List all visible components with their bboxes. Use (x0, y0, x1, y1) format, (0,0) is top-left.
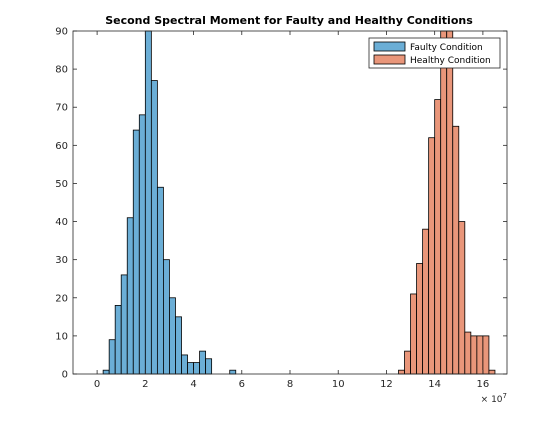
histogram-bar-faulty-12 (175, 316, 182, 375)
histogram-bar-faulty-13 (181, 354, 188, 375)
x-tick-label: 6 (239, 379, 245, 390)
y-tick-label: 90 (55, 27, 68, 38)
histogram-bar-faulty-15 (193, 362, 200, 375)
histogram-bar-faulty-6 (138, 114, 146, 375)
histogram-bar-faulty-0 (102, 369, 110, 375)
histogram-bar-healthy-7 (440, 30, 448, 375)
y-tick-label: 10 (55, 331, 68, 342)
legend-swatch (373, 54, 406, 65)
chart-title: Second Spectral Moment for Faulty and He… (105, 14, 473, 27)
histogram-bar-faulty-3 (120, 274, 128, 375)
histogram-bar-healthy-9 (452, 125, 460, 375)
x-tick-label: 4 (190, 379, 196, 390)
y-tick-label: 70 (55, 103, 68, 114)
legend: Faulty Condition Healthy Condition (368, 37, 501, 69)
histogram-bar-faulty-11 (169, 297, 176, 375)
histogram-bar-faulty-7 (144, 30, 152, 375)
histogram-bar-faulty-9 (156, 186, 164, 375)
legend-label: Healthy Condition (410, 56, 491, 66)
x-exponent-base: × 10 (481, 395, 503, 405)
y-tick-label: 20 (55, 293, 68, 304)
histogram-bar-healthy-6 (434, 99, 442, 375)
y-tick-label: 0 (62, 370, 68, 381)
y-tick-label: 60 (55, 141, 68, 152)
histogram-bar-faulty-8 (150, 80, 158, 375)
y-tick-label: 30 (55, 255, 68, 266)
x-exponent-power: 7 (503, 392, 507, 400)
x-tick-label: 12 (380, 379, 393, 390)
y-tick-label: 40 (55, 217, 68, 228)
x-tick-label: 14 (428, 379, 441, 390)
histogram-bar-healthy-10 (458, 221, 466, 375)
histogram-bar-faulty-1 (108, 339, 116, 375)
x-exponent-label: × 107 (481, 392, 507, 405)
x-tick-label: 10 (332, 379, 345, 390)
histogram-bar-healthy-12 (470, 335, 478, 375)
histogram-bar-faulty-21 (229, 369, 237, 375)
histogram-bar-healthy-0 (398, 369, 405, 375)
axes-layer: 0 2 4 6 8 10 12 14 16 0 10 20 30 40 50 60 70 80 90 (55, 27, 508, 390)
y-tick-label: 80 (55, 65, 68, 76)
histogram-bar-healthy-3 (416, 263, 424, 375)
histogram-bar-healthy-1 (404, 350, 411, 375)
histogram-bar-faulty-2 (114, 304, 122, 375)
histogram-bar-healthy-11 (464, 331, 472, 375)
x-tick-label: 0 (94, 379, 100, 390)
histogram-bar-healthy-13 (476, 335, 484, 375)
legend-swatch (373, 41, 406, 52)
y-tick-label: 50 (55, 179, 68, 190)
x-tick-label: 8 (287, 379, 293, 390)
x-tick-label: 16 (477, 379, 490, 390)
histogram-bar-faulty-4 (126, 217, 134, 375)
histogram-bar-healthy-8 (446, 30, 454, 375)
histogram-bar-healthy-4 (422, 228, 430, 375)
x-tick-label: 2 (142, 379, 148, 390)
histogram-bar-faulty-14 (187, 362, 194, 375)
histogram-bar-faulty-5 (132, 129, 140, 375)
histogram-bar-healthy-15 (488, 369, 496, 375)
histogram-bar-faulty-17 (205, 358, 213, 375)
histogram-bar-healthy-5 (428, 137, 436, 375)
legend-label: Faulty Condition (410, 43, 483, 53)
histogram-bar-faulty-16 (199, 350, 207, 375)
histogram-bar-healthy-2 (410, 293, 417, 375)
histogram-bar-faulty-10 (163, 259, 170, 375)
histogram-bar-healthy-14 (482, 335, 490, 375)
